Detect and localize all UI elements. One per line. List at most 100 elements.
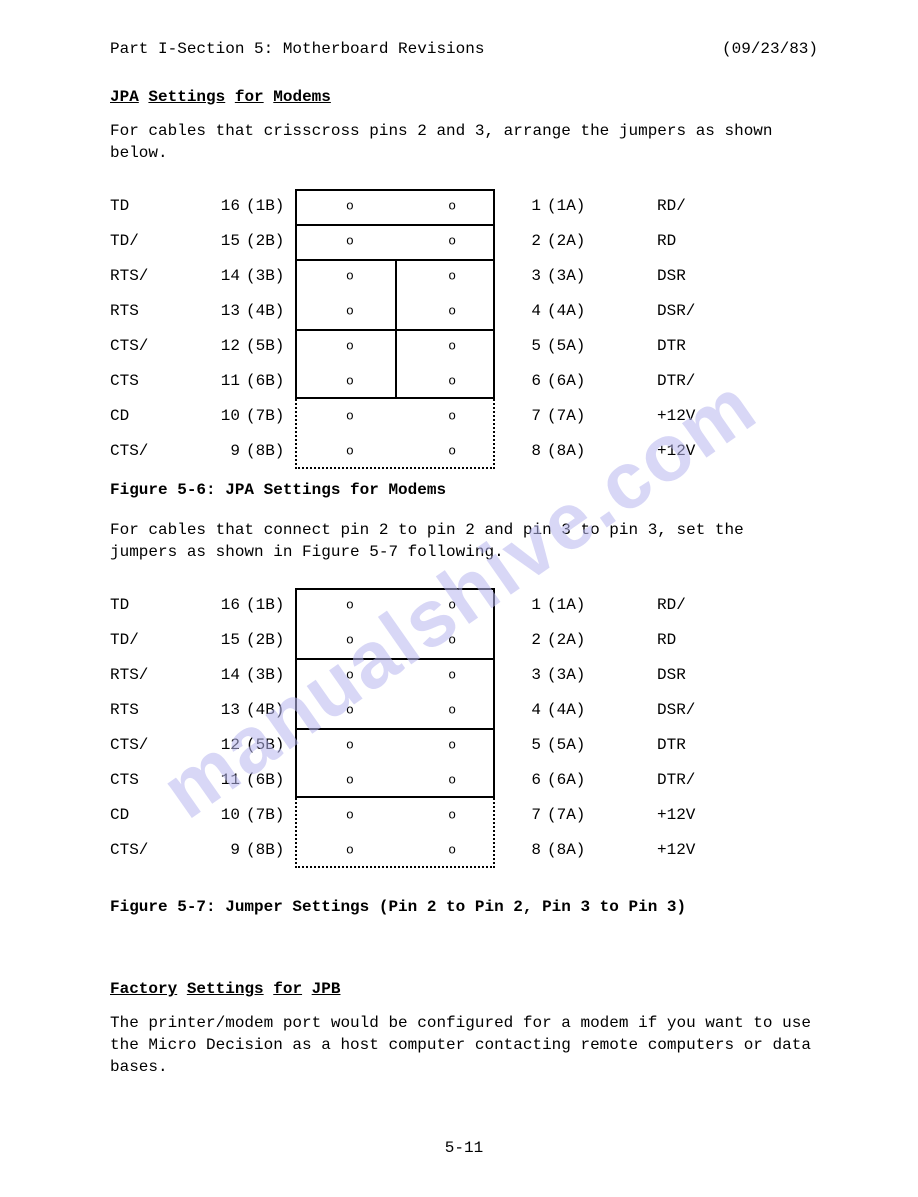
left-signal: RTS/ xyxy=(110,666,205,684)
left-pin-pos: (1B) xyxy=(240,197,301,215)
left-signal: CTS xyxy=(110,372,205,390)
left-pin-num: 14 xyxy=(205,267,240,285)
right-pin-pos: (6A) xyxy=(541,372,602,390)
right-signal: RD/ xyxy=(602,197,727,215)
left-pin-num: 11 xyxy=(205,372,240,390)
page-number: 5-11 xyxy=(110,1139,818,1157)
left-signal: RTS xyxy=(110,701,205,719)
right-pin-pos: (5A) xyxy=(541,736,602,754)
right-pin-pos: (4A) xyxy=(541,701,602,719)
left-pin-pos: (7B) xyxy=(240,407,301,425)
left-pin-pos: (2B) xyxy=(240,232,301,250)
left-pin-pos: (2B) xyxy=(240,631,301,649)
left-pin-pos: (3B) xyxy=(240,267,301,285)
pin-dot-icon: o xyxy=(346,444,354,459)
jumper-cell: oo xyxy=(301,798,501,833)
right-pin-pos: (8A) xyxy=(541,841,602,859)
left-pin-num: 15 xyxy=(205,631,240,649)
right-pin-pos: (1A) xyxy=(541,596,602,614)
pin-dot-icon: o xyxy=(448,269,456,284)
title-word: Settings xyxy=(187,980,264,998)
title-word: JPB xyxy=(312,980,341,998)
jumper-cell: oo xyxy=(301,364,501,399)
left-pin-pos: (4B) xyxy=(240,302,301,320)
left-signal: TD/ xyxy=(110,631,205,649)
pin-dot-icon: o xyxy=(346,304,354,319)
left-pin-num: 10 xyxy=(205,407,240,425)
pin-dot-icon: o xyxy=(346,234,354,249)
pin-row: CTS/12(5B)oo5(5A)DTR xyxy=(110,329,818,364)
figure-5-7-caption: Figure 5-7: Jumper Settings (Pin 2 to Pi… xyxy=(110,898,818,916)
header-left: Part I-Section 5: Motherboard Revisions xyxy=(110,40,484,58)
right-pin-num: 1 xyxy=(501,197,541,215)
pin-dot-icon: o xyxy=(346,199,354,214)
left-signal: CTS/ xyxy=(110,841,205,859)
title-word: Settings xyxy=(148,88,225,106)
right-pin-num: 2 xyxy=(501,631,541,649)
jumper-cell: oo xyxy=(301,224,501,259)
pin-dot-icon: o xyxy=(448,738,456,753)
right-signal: RD xyxy=(602,631,727,649)
header-right: (09/23/83) xyxy=(722,40,818,58)
right-signal: DTR xyxy=(602,736,727,754)
jumper-cell: oo xyxy=(301,259,501,294)
pin-dot-icon: o xyxy=(346,598,354,613)
jumper-cell: oo xyxy=(301,399,501,434)
pin-dot-icon: o xyxy=(448,843,456,858)
left-pin-pos: (8B) xyxy=(240,442,301,460)
right-signal: DSR xyxy=(602,267,727,285)
pin-dot-icon: o xyxy=(448,234,456,249)
left-pin-pos: (1B) xyxy=(240,596,301,614)
pin-dot-icon: o xyxy=(346,409,354,424)
right-pin-pos: (4A) xyxy=(541,302,602,320)
right-pin-num: 4 xyxy=(501,302,541,320)
right-signal: +12V xyxy=(602,806,727,824)
left-signal: RTS xyxy=(110,302,205,320)
right-pin-pos: (3A) xyxy=(541,666,602,684)
left-pin-pos: (8B) xyxy=(240,841,301,859)
left-pin-num: 16 xyxy=(205,596,240,614)
right-pin-pos: (2A) xyxy=(541,232,602,250)
title-word: JPA xyxy=(110,88,139,106)
left-signal: TD xyxy=(110,596,205,614)
left-pin-num: 9 xyxy=(205,442,240,460)
title-word: for xyxy=(273,980,302,998)
pin-dot-icon: o xyxy=(346,738,354,753)
title-word: Factory xyxy=(110,980,177,998)
right-pin-num: 3 xyxy=(501,267,541,285)
left-signal: CTS/ xyxy=(110,337,205,355)
right-signal: DSR xyxy=(602,666,727,684)
right-pin-pos: (3A) xyxy=(541,267,602,285)
left-signal: CTS/ xyxy=(110,442,205,460)
right-pin-num: 8 xyxy=(501,442,541,460)
left-pin-num: 15 xyxy=(205,232,240,250)
section-title-jpa: JPA Settings for Modems xyxy=(110,88,818,106)
right-pin-num: 6 xyxy=(501,771,541,789)
para-1: For cables that crisscross pins 2 and 3,… xyxy=(110,120,818,165)
right-pin-pos: (5A) xyxy=(541,337,602,355)
pin-dot-icon: o xyxy=(346,269,354,284)
right-signal: +12V xyxy=(602,841,727,859)
right-signal: DSR/ xyxy=(602,302,727,320)
figure-5-6-caption: Figure 5-6: JPA Settings for Modems xyxy=(110,481,818,499)
right-signal: DTR xyxy=(602,337,727,355)
right-pin-pos: (6A) xyxy=(541,771,602,789)
section-title-jpb: Factory Settings for JPB xyxy=(110,980,818,998)
left-signal: RTS/ xyxy=(110,267,205,285)
pin-row: CTS/9(8B)oo8(8A)+12V xyxy=(110,833,818,868)
right-pin-num: 6 xyxy=(501,372,541,390)
title-word: for xyxy=(235,88,264,106)
jumper-cell: oo xyxy=(301,833,501,868)
jumper-cell: oo xyxy=(301,294,501,329)
right-signal: RD/ xyxy=(602,596,727,614)
left-pin-pos: (7B) xyxy=(240,806,301,824)
left-pin-num: 14 xyxy=(205,666,240,684)
pin-dot-icon: o xyxy=(448,304,456,319)
pin-dot-icon: o xyxy=(448,703,456,718)
pin-row: TD/15(2B)oo2(2A)RD xyxy=(110,224,818,259)
pin-dot-icon: o xyxy=(346,843,354,858)
left-pin-num: 9 xyxy=(205,841,240,859)
right-pin-num: 7 xyxy=(501,806,541,824)
pin-dot-icon: o xyxy=(448,374,456,389)
jumper-cell: oo xyxy=(301,763,501,798)
